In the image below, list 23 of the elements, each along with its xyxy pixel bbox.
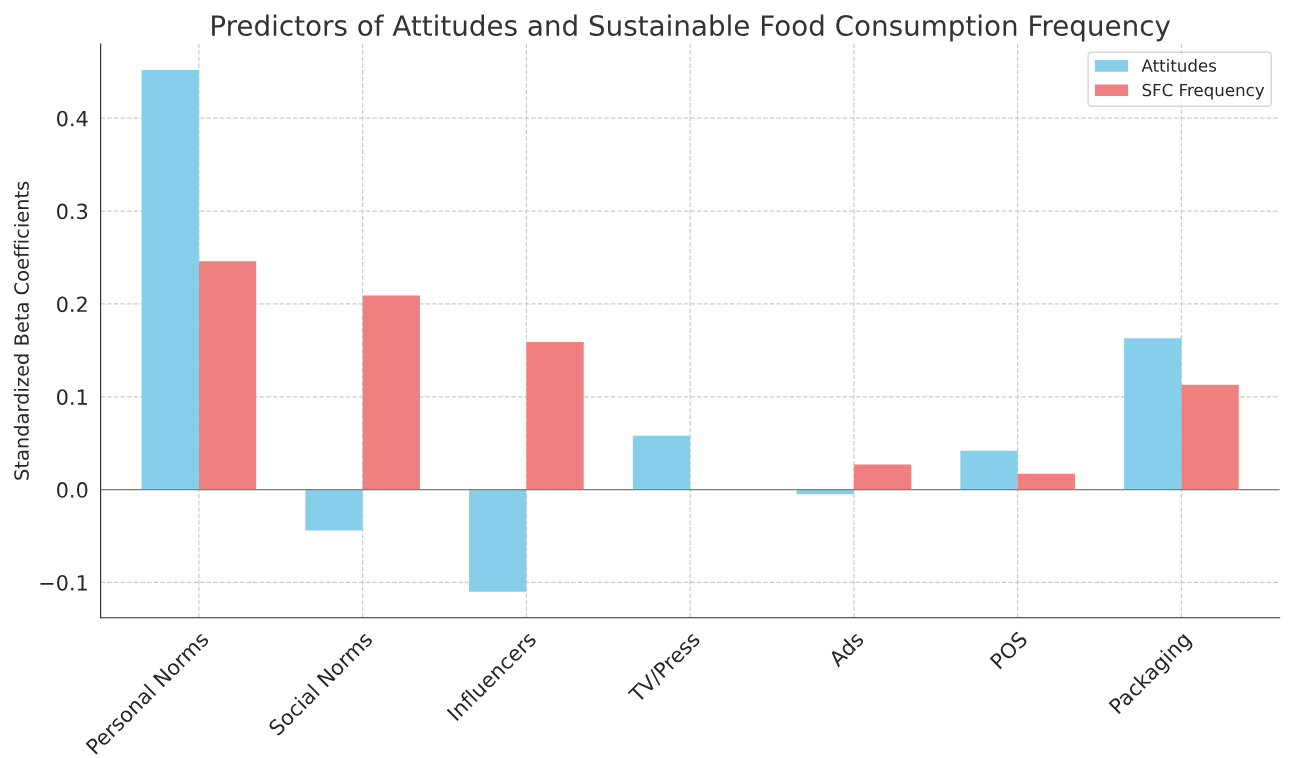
y-tick-label: 0.4 <box>57 110 88 127</box>
y-tick-label: 0.2 <box>57 296 87 313</box>
bar <box>198 261 257 490</box>
bar <box>1181 384 1239 490</box>
bar <box>526 342 584 490</box>
y-tick-label: 0.3 <box>57 203 88 220</box>
chart-title: Predictors of Attitudes and Sustainable Food Consumption Frequency <box>212 14 1171 42</box>
y-axis-title: Standardized Beta Coefficients <box>13 181 29 480</box>
bar <box>632 435 691 490</box>
bar <box>362 295 420 490</box>
bar <box>1017 473 1075 490</box>
bar <box>1124 338 1182 490</box>
bar <box>960 450 1018 490</box>
bar <box>305 489 363 531</box>
y-tick-label: 0.1 <box>57 389 87 405</box>
bar <box>469 489 527 592</box>
legend-label: SFC Frequency <box>1142 83 1265 100</box>
legend-label: Attitudes <box>1141 58 1217 72</box>
bar <box>853 464 912 490</box>
y-tick-label: 0.0 <box>57 482 88 498</box>
x-tick-label: Ads <box>827 630 865 668</box>
bar <box>141 69 199 490</box>
y-tick-label: −0.1 <box>40 574 87 591</box>
